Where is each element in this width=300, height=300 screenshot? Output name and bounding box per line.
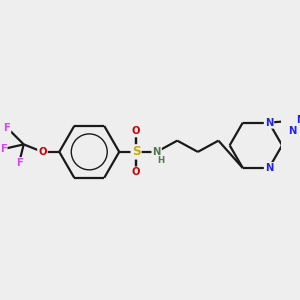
Text: H: H bbox=[157, 156, 164, 165]
Text: N: N bbox=[265, 163, 273, 173]
Text: F: F bbox=[0, 144, 7, 154]
Text: O: O bbox=[132, 167, 140, 178]
Text: O: O bbox=[38, 147, 47, 157]
Text: N: N bbox=[296, 115, 300, 125]
Text: N: N bbox=[288, 126, 296, 136]
Text: N: N bbox=[265, 118, 273, 128]
Text: F: F bbox=[16, 158, 22, 168]
Text: S: S bbox=[132, 146, 140, 158]
Text: F: F bbox=[4, 122, 10, 133]
Text: O: O bbox=[132, 126, 140, 136]
Text: N: N bbox=[152, 147, 161, 157]
